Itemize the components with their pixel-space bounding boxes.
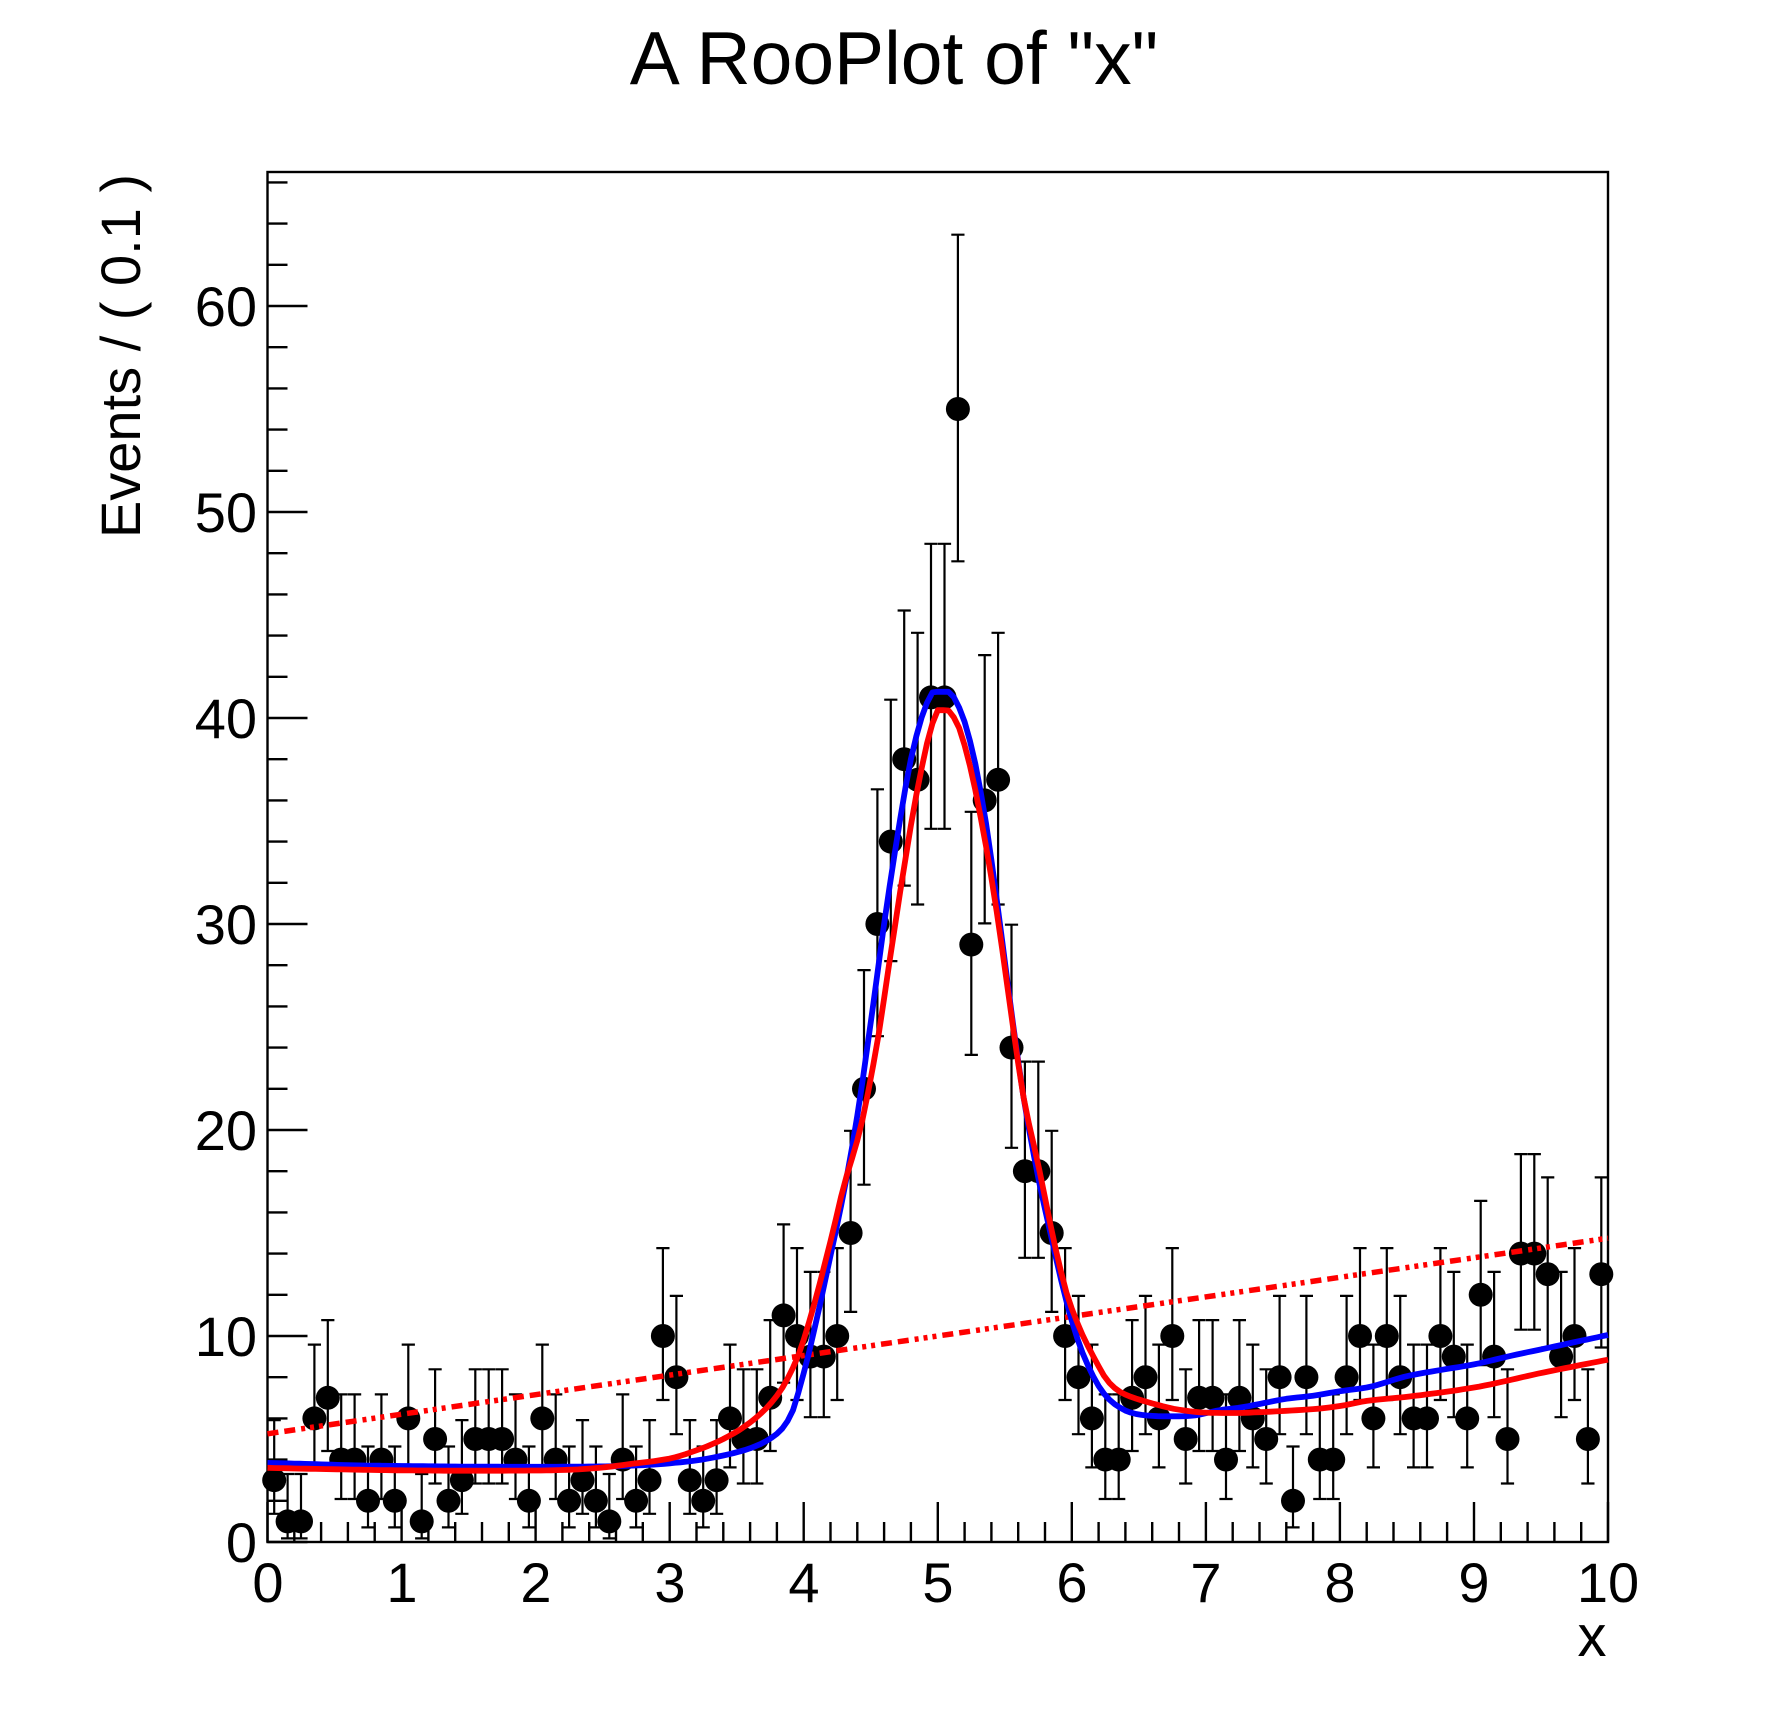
svg-text:7: 7 <box>1190 1551 1221 1614</box>
svg-text:50: 50 <box>195 481 257 544</box>
svg-text:6: 6 <box>1056 1551 1087 1614</box>
svg-text:5: 5 <box>922 1551 953 1614</box>
svg-text:40: 40 <box>195 687 257 750</box>
svg-text:4: 4 <box>788 1551 819 1614</box>
svg-text:A RooPlot of "x": A RooPlot of "x" <box>630 16 1159 100</box>
svg-text:Events / ( 0.1 ): Events / ( 0.1 ) <box>89 174 152 538</box>
svg-text:0: 0 <box>252 1551 283 1614</box>
svg-text:10: 10 <box>195 1305 257 1368</box>
svg-text:20: 20 <box>195 1099 257 1162</box>
svg-text:10: 10 <box>1577 1551 1639 1614</box>
svg-text:60: 60 <box>195 275 257 338</box>
svg-text:2: 2 <box>520 1551 551 1614</box>
svg-text:8: 8 <box>1324 1551 1355 1614</box>
svg-text:9: 9 <box>1458 1551 1489 1614</box>
svg-text:0: 0 <box>226 1511 257 1574</box>
svg-text:1: 1 <box>386 1551 417 1614</box>
svg-text:30: 30 <box>195 893 257 956</box>
svg-text:3: 3 <box>654 1551 685 1614</box>
svg-text:x: x <box>1578 1604 1607 1669</box>
